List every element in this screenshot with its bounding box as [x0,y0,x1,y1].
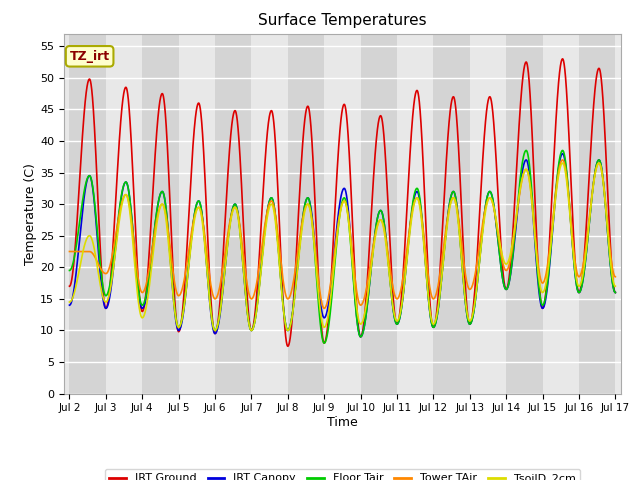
Tower TAir [321,305,328,311]
IRT Canopy [274,241,282,247]
Bar [470,34,506,394]
TsoilD_2cm [164,241,172,247]
Bar [579,34,615,394]
IRT Canopy [164,234,172,240]
Bar [106,34,142,394]
Floor Tair [321,340,328,346]
Tower TAir [473,261,481,266]
TsoilD_2cm [66,299,74,305]
Bar [360,34,397,394]
IRT Ground [515,134,522,140]
IRT Ground [284,343,292,349]
Tower TAir [611,274,619,280]
Floor Tair [274,241,282,247]
Bar [615,34,640,394]
TsoilD_2cm [473,284,481,289]
Title: Surface Temperatures: Surface Temperatures [258,13,427,28]
Line: Tower TAir: Tower TAir [70,160,615,308]
TsoilD_2cm [211,327,219,333]
Floor Tair [420,247,428,252]
Line: IRT Ground: IRT Ground [70,59,615,346]
Floor Tair [611,289,619,295]
Bar [252,34,288,394]
Floor Tair [66,267,74,273]
X-axis label: Time: Time [327,416,358,429]
IRT Ground [66,283,74,289]
TsoilD_2cm [275,247,282,252]
IRT Canopy [473,284,481,290]
IRT Ground [611,289,619,295]
Y-axis label: Temperature (C): Temperature (C) [24,163,37,264]
Bar [397,34,433,394]
Bar [288,34,324,394]
Tower TAir [164,231,172,237]
Legend: IRT Ground, IRT Canopy, Floor Tair, Tower TAir, TsoilD_2cm: IRT Ground, IRT Canopy, Floor Tair, Towe… [105,469,580,480]
IRT Canopy [515,200,522,205]
Tower TAir [66,249,74,254]
Tower TAir [274,232,282,238]
Tower TAir [515,200,522,206]
Bar [142,34,179,394]
Floor Tair [515,193,522,199]
TsoilD_2cm [595,160,603,166]
Tower TAir [393,296,401,302]
Line: TsoilD_2cm: TsoilD_2cm [70,163,615,330]
Line: IRT Canopy: IRT Canopy [70,154,615,337]
TsoilD_2cm [420,251,428,256]
IRT Ground [393,321,401,327]
IRT Canopy [66,302,74,308]
Floor Tair [473,284,481,290]
Bar [543,34,579,394]
Bar [215,34,252,394]
IRT Canopy [559,151,566,156]
IRT Ground [559,56,566,62]
TsoilD_2cm [393,318,401,324]
IRT Ground [164,168,172,174]
Floor Tair [559,147,566,153]
IRT Ground [473,258,481,264]
TsoilD_2cm [611,283,619,289]
Bar [179,34,215,394]
IRT Canopy [611,289,619,295]
Line: Floor Tair: Floor Tair [70,150,615,343]
Floor Tair [164,233,172,239]
IRT Canopy [420,249,428,254]
Bar [324,34,360,394]
IRT Canopy [393,321,401,327]
Text: TZ_irt: TZ_irt [70,50,109,63]
Bar [433,34,470,394]
Bar [70,34,106,394]
IRT Ground [420,192,428,198]
IRT Canopy [356,334,364,340]
Tower TAir [420,240,428,245]
Floor Tair [393,321,401,327]
TsoilD_2cm [515,198,522,204]
IRT Ground [274,190,282,196]
Tower TAir [559,157,566,163]
Bar [506,34,543,394]
